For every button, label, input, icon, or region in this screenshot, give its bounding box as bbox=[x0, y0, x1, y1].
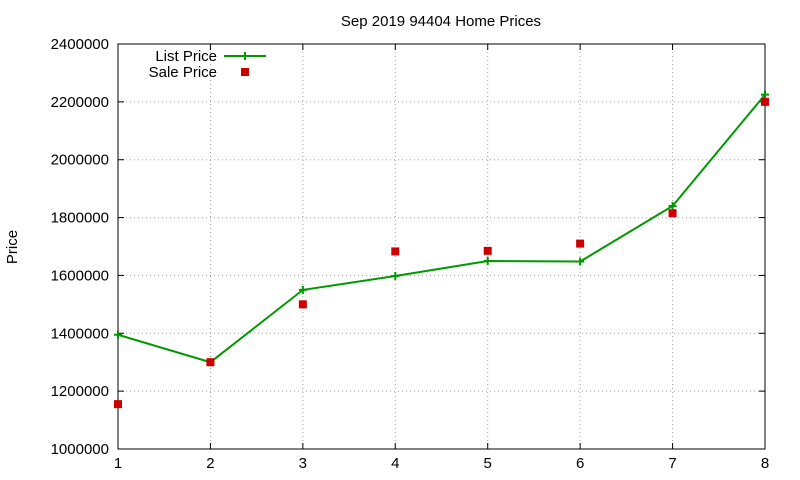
list-price-point bbox=[576, 257, 585, 266]
sale-price-point bbox=[576, 239, 585, 248]
x-tick-label: 7 bbox=[668, 455, 676, 472]
list-price-point bbox=[298, 285, 307, 294]
series bbox=[114, 90, 769, 409]
x-tick-label: 2 bbox=[206, 455, 214, 472]
x-tick-label: 1 bbox=[114, 455, 122, 472]
sale-price-point bbox=[483, 246, 492, 255]
list-price-point bbox=[483, 256, 492, 265]
list-price-point bbox=[761, 90, 769, 99]
legend-label-list-price: List Price bbox=[155, 48, 217, 65]
y-tick-label: 2000000 bbox=[51, 152, 109, 169]
x-tick-label: 6 bbox=[576, 455, 584, 472]
y-tick-label: 2400000 bbox=[51, 36, 109, 53]
y-tick-label: 2200000 bbox=[51, 94, 109, 111]
x-tick-label: 5 bbox=[484, 455, 492, 472]
y-tick-label: 1600000 bbox=[51, 267, 109, 284]
legend-marker-list-price bbox=[241, 52, 249, 60]
legend-marker-sale-price bbox=[241, 68, 249, 76]
x-tick-label: 8 bbox=[761, 455, 769, 472]
x-tick-label: 3 bbox=[299, 455, 307, 472]
sale-price-point bbox=[298, 300, 307, 309]
grid bbox=[118, 44, 765, 449]
list-price-point bbox=[114, 330, 122, 339]
sale-price-point bbox=[668, 209, 677, 218]
list-price-point bbox=[391, 272, 400, 281]
y-tick-label: 1000000 bbox=[51, 441, 109, 458]
plot-frame bbox=[117, 43, 766, 450]
chart-title: Sep 2019 94404 Home Prices bbox=[341, 13, 541, 30]
sale-price-point bbox=[206, 358, 215, 367]
x-tick-label: 4 bbox=[391, 455, 399, 472]
sale-price-point bbox=[761, 97, 769, 106]
list-price-line bbox=[117, 93, 766, 364]
list-price-point bbox=[668, 202, 677, 210]
y-tick-label: 1200000 bbox=[51, 383, 109, 400]
y-tick-label: 1800000 bbox=[51, 210, 109, 227]
y-tick-label: 1400000 bbox=[51, 325, 109, 342]
sale-price-point bbox=[114, 400, 122, 409]
sale-price-point bbox=[391, 247, 400, 256]
y-axis-label: Price bbox=[4, 230, 21, 264]
axis-ticks: 1 2 3 4 5 6 7 8 1000000 1200000 1400000 1600000 1800… bbox=[51, 36, 770, 472]
legend-label-sale-price: Sale Price bbox=[149, 64, 217, 81]
